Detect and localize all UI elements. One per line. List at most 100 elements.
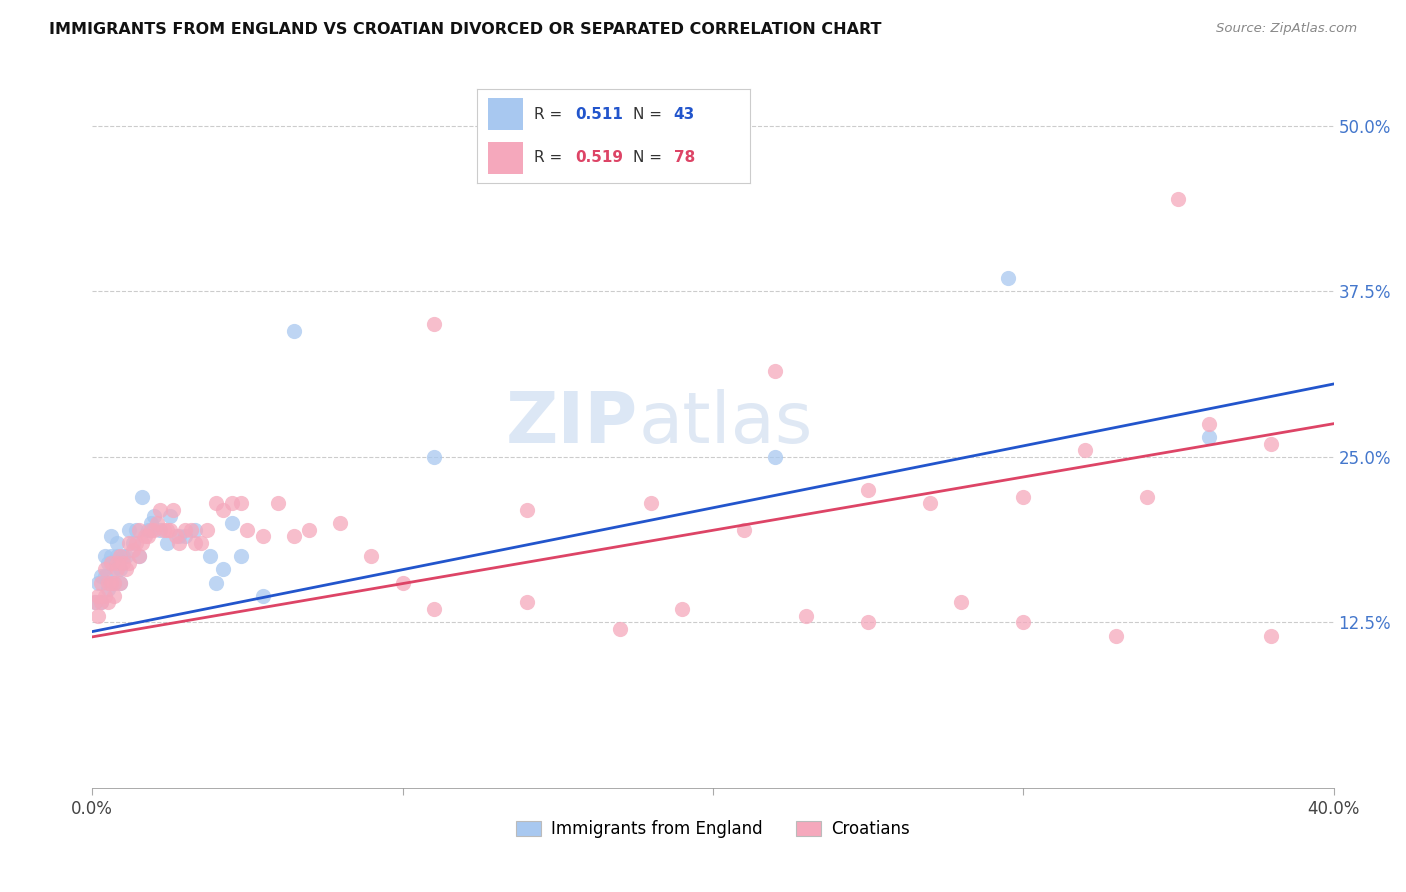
Point: [105, 562, 128, 576]
Point: [100, 549, 122, 563]
Point: [134, 529, 156, 543]
Point: [211, 503, 233, 517]
Point: [103, 589, 125, 603]
Point: [105, 549, 128, 563]
Point: [105, 536, 128, 550]
Point: [183, 536, 205, 550]
Point: [391, 575, 413, 590]
Point: [422, 450, 444, 464]
Point: [118, 556, 141, 570]
Point: [90, 595, 112, 609]
Point: [190, 536, 212, 550]
Point: [252, 529, 274, 543]
Point: [156, 523, 179, 537]
Point: [131, 490, 153, 504]
Point: [118, 536, 141, 550]
Point: [146, 516, 169, 530]
Point: [115, 562, 138, 576]
Point: [1198, 417, 1220, 431]
Point: [763, 450, 786, 464]
Point: [103, 575, 125, 590]
Point: [139, 523, 162, 537]
Point: [162, 503, 184, 517]
Point: [131, 536, 153, 550]
Point: [516, 503, 538, 517]
Point: [124, 523, 146, 537]
Point: [422, 318, 444, 332]
Point: [516, 595, 538, 609]
Point: [108, 575, 131, 590]
Point: [128, 549, 150, 563]
Point: [856, 615, 879, 630]
Point: [794, 608, 817, 623]
Point: [174, 523, 197, 537]
Point: [103, 562, 125, 576]
Point: [283, 529, 305, 543]
Point: [1167, 192, 1189, 206]
Point: [103, 575, 125, 590]
Point: [329, 516, 352, 530]
Point: [136, 529, 159, 543]
Point: [211, 562, 233, 576]
Point: [90, 595, 112, 609]
Point: [180, 523, 202, 537]
Point: [93, 589, 115, 603]
Point: [97, 556, 120, 570]
Point: [87, 589, 110, 603]
Point: [165, 529, 187, 543]
Point: [112, 556, 135, 570]
Point: [97, 582, 120, 597]
Point: [84, 595, 107, 609]
Point: [149, 503, 172, 517]
Point: [221, 496, 243, 510]
Point: [90, 569, 112, 583]
Point: [763, 364, 786, 378]
Point: [87, 608, 110, 623]
Point: [183, 523, 205, 537]
Text: IMMIGRANTS FROM ENGLAND VS CROATIAN DIVORCED OR SEPARATED CORRELATION CHART: IMMIGRANTS FROM ENGLAND VS CROATIAN DIVO…: [49, 22, 882, 37]
Point: [128, 523, 150, 537]
Point: [93, 562, 115, 576]
Point: [1198, 430, 1220, 444]
Point: [149, 523, 172, 537]
Point: [733, 523, 755, 537]
Point: [93, 569, 115, 583]
Point: [1260, 436, 1282, 450]
Point: [671, 602, 693, 616]
Point: [84, 595, 107, 609]
Point: [174, 529, 197, 543]
Text: atlas: atlas: [638, 389, 813, 458]
Point: [231, 549, 253, 563]
Point: [221, 516, 243, 530]
Point: [252, 589, 274, 603]
Point: [1136, 490, 1159, 504]
Point: [152, 523, 174, 537]
Point: [167, 536, 190, 550]
Point: [108, 549, 131, 563]
Point: [139, 516, 162, 530]
Point: [108, 575, 131, 590]
Point: [283, 324, 305, 338]
Point: [997, 271, 1019, 285]
Point: [121, 542, 143, 557]
Point: [108, 562, 131, 576]
Point: [143, 523, 166, 537]
Point: [205, 575, 228, 590]
Point: [640, 496, 662, 510]
Point: [856, 483, 879, 497]
Point: [124, 536, 146, 550]
Point: [950, 595, 973, 609]
Legend: Immigrants from England, Croatians: Immigrants from England, Croatians: [509, 814, 917, 845]
Point: [422, 602, 444, 616]
Point: [1074, 443, 1097, 458]
Point: [97, 575, 120, 590]
Point: [118, 523, 141, 537]
Point: [195, 523, 218, 537]
Point: [1012, 490, 1035, 504]
Point: [93, 549, 115, 563]
Point: [1105, 629, 1128, 643]
Point: [267, 496, 290, 510]
Point: [205, 496, 228, 510]
Point: [198, 549, 221, 563]
Point: [128, 549, 150, 563]
